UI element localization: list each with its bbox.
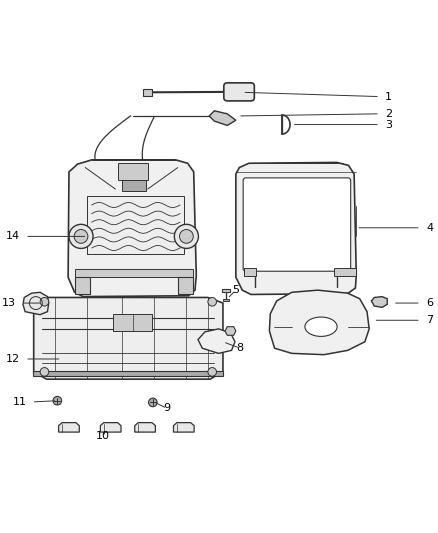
Polygon shape (269, 290, 369, 354)
Text: 11: 11 (12, 397, 26, 407)
Text: 5: 5 (232, 285, 239, 295)
Polygon shape (117, 163, 148, 181)
Circle shape (74, 230, 88, 243)
Polygon shape (178, 277, 193, 294)
Circle shape (69, 224, 93, 248)
Polygon shape (33, 370, 223, 376)
Text: 4: 4 (426, 223, 433, 233)
Circle shape (53, 397, 62, 405)
Text: 2: 2 (385, 109, 392, 119)
Text: 8: 8 (237, 343, 244, 353)
Polygon shape (143, 90, 152, 96)
Polygon shape (59, 423, 79, 432)
Polygon shape (225, 327, 236, 335)
Text: 1: 1 (385, 92, 392, 102)
Polygon shape (135, 423, 155, 432)
Polygon shape (209, 111, 236, 125)
Text: 13: 13 (2, 298, 16, 308)
Polygon shape (113, 314, 152, 331)
Polygon shape (88, 196, 184, 254)
Polygon shape (34, 297, 223, 379)
Polygon shape (23, 292, 49, 314)
Circle shape (180, 230, 193, 243)
Text: 10: 10 (95, 431, 110, 441)
Polygon shape (223, 299, 229, 301)
Polygon shape (244, 268, 257, 276)
Polygon shape (100, 423, 121, 432)
Circle shape (174, 224, 198, 248)
Text: 14: 14 (6, 231, 20, 241)
Circle shape (40, 368, 49, 376)
Polygon shape (68, 160, 196, 296)
Text: 9: 9 (163, 403, 170, 414)
Polygon shape (74, 269, 193, 277)
Polygon shape (222, 289, 230, 292)
Text: 3: 3 (385, 119, 392, 130)
Polygon shape (236, 163, 356, 294)
Ellipse shape (305, 317, 337, 336)
Circle shape (208, 368, 216, 376)
Polygon shape (198, 329, 235, 353)
FancyBboxPatch shape (243, 178, 351, 271)
Text: 7: 7 (426, 315, 433, 325)
Text: 6: 6 (426, 298, 433, 308)
Text: 12: 12 (6, 354, 20, 364)
FancyBboxPatch shape (224, 83, 254, 101)
Circle shape (148, 398, 157, 407)
Polygon shape (173, 423, 194, 432)
Polygon shape (371, 296, 387, 308)
Circle shape (208, 297, 216, 306)
Circle shape (40, 297, 49, 306)
Polygon shape (334, 268, 356, 276)
Polygon shape (127, 207, 133, 211)
Polygon shape (122, 181, 145, 191)
Polygon shape (74, 277, 90, 294)
Polygon shape (153, 207, 159, 211)
